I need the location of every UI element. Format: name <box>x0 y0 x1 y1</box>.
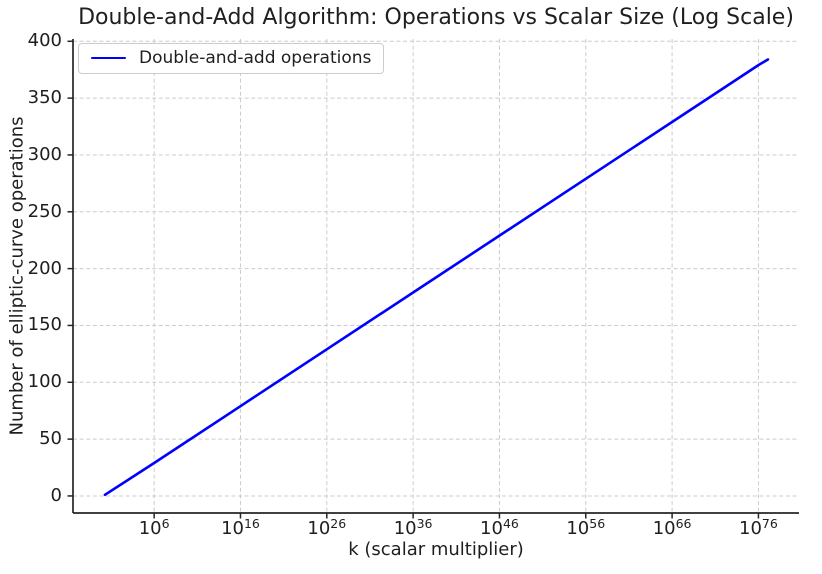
y-tick-label: 100 <box>27 371 62 393</box>
x-axis-label: k (scalar multiplier) <box>348 539 524 560</box>
x-tick-label: 1016 <box>221 516 260 539</box>
legend: Double-and-add operations <box>78 43 385 74</box>
x-tick-label: 1056 <box>566 516 606 539</box>
x-tick-label: 106 <box>138 516 170 539</box>
y-tick-label: 200 <box>27 257 62 279</box>
y-tick-label: 50 <box>39 428 62 450</box>
y-tick-label: 300 <box>27 143 62 165</box>
data-line <box>103 58 770 497</box>
y-tick-label: 250 <box>27 200 62 222</box>
y-tick-label: 0 <box>50 484 62 506</box>
legend-line-sample <box>91 56 126 60</box>
gridlines <box>73 39 799 513</box>
x-tick-label: 1026 <box>307 516 347 539</box>
tick-marks <box>67 40 760 519</box>
y-tick-label: 150 <box>27 314 62 336</box>
y-tick-label: 350 <box>27 87 62 109</box>
axis-spines <box>72 39 799 514</box>
legend-label: Double-and-add operations <box>139 48 372 68</box>
x-tick-label: 1066 <box>652 516 692 539</box>
x-tick-label: 1036 <box>393 516 433 539</box>
x-tick-label: 1076 <box>739 516 778 539</box>
chart-title: Double-and-Add Algorithm: Operations vs … <box>78 5 794 30</box>
y-tick-label: 400 <box>27 30 62 52</box>
x-tick-label: 1046 <box>480 516 519 539</box>
